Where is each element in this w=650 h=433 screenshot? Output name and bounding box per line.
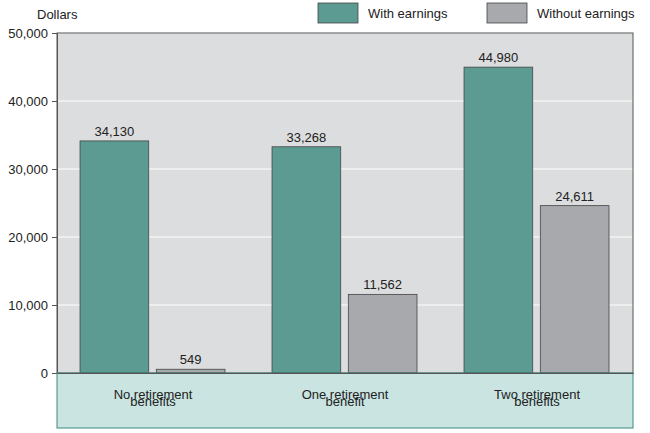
y-tick: 10,000 [8,298,57,313]
x-tick: One retirementbenefit [302,373,389,409]
bar [348,294,417,373]
y-axis: 0 10,000 20,000 30,000 40,000 50,000 [8,26,57,381]
bar [464,67,533,373]
plot-frame [57,33,633,373]
grid-line [57,101,633,102]
y-tick-label: 40,000 [8,94,48,109]
bar [272,147,341,373]
y-axis-line [52,34,58,374]
data-labels: 34,130 33,268 44,980 549 11,562 24,611 [94,50,594,367]
x-tick-label: No retirementbenefits [114,387,193,409]
bar [156,369,225,373]
category-band [57,373,633,428]
y-tick-mark [52,169,57,170]
y-tick-label: 50,000 [8,26,48,41]
y-tick-label: 20,000 [8,230,48,245]
plot-background [57,33,633,373]
y-tick: 50,000 [8,26,57,41]
x-axis-line [58,373,634,374]
x-tick: Two retirementbenefits [494,373,580,409]
legend-label: Without earnings [537,6,635,21]
y-tick: 0 [41,366,57,381]
y-tick-label: 0 [41,366,48,381]
y-tick-mark [52,101,57,102]
bars [80,67,609,373]
y-tick: 20,000 [8,230,57,245]
y-tick: 40,000 [8,94,57,109]
y-tick-label: 10,000 [8,298,48,313]
x-tick-label-line: benefits [130,394,176,409]
y-tick-mark [52,33,57,34]
x-tick-label: One retirementbenefit [302,387,389,409]
bar [540,206,609,373]
legend-label: With earnings [368,6,448,21]
y-tick-mark [52,373,57,374]
legend: With earnings Without earnings [318,3,635,23]
y-axis-title: Dollars [37,7,78,22]
data-label: 33,268 [286,130,326,145]
y-tick: 30,000 [8,162,57,177]
x-tick: No retirementbenefits [114,373,193,409]
data-label: 549 [180,352,202,367]
data-label: 11,562 [363,277,402,292]
x-axis: No retirementbenefits One retirementbenef… [58,373,634,409]
data-label: 44,980 [478,50,518,65]
data-label: 34,130 [94,124,134,139]
y-tick-label: 30,000 [8,162,48,177]
chart: 34,130 33,268 44,980 549 11,562 24,611 0 10,000… [0,0,650,433]
x-tick-label-line: benefits [514,394,560,409]
bar [80,141,149,373]
x-tick-label-line: benefit [325,394,364,409]
y-tick-mark [52,237,57,238]
x-tick-label: Two retirementbenefits [494,387,580,409]
y-tick-mark [52,305,57,306]
legend-swatch [318,3,358,23]
grid [57,33,633,373]
legend-swatch [487,3,527,23]
data-label: 24,611 [555,189,594,204]
